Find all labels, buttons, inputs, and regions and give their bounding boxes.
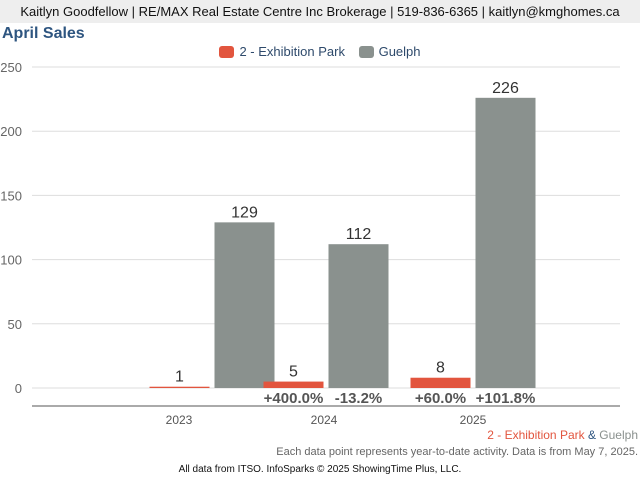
percent-change-label: +101.8% bbox=[476, 390, 536, 407]
x-tick-label: 2025 bbox=[460, 413, 487, 427]
legend-label: Guelph bbox=[378, 44, 421, 59]
legend-swatch-exhibition-park bbox=[219, 45, 235, 58]
comparison-area-2: Guelph bbox=[599, 428, 638, 442]
comparison-amp: & bbox=[584, 428, 600, 442]
legend-swatch-guelph bbox=[358, 45, 374, 58]
y-tick-label: 250 bbox=[0, 60, 22, 75]
bar-chart: 0 50 100 150 200 250 1 129 2023 5 +400.0% 112 -13.2%… bbox=[0, 60, 620, 427]
y-tick-label: 150 bbox=[0, 188, 22, 203]
bar-exhibition-park-2023 bbox=[149, 386, 210, 388]
legend: 2 - Exhibition Park Guelph bbox=[0, 44, 640, 61]
value-label: 129 bbox=[231, 204, 258, 221]
agent-header: Kaitlyn Goodfellow | RE/MAX Real Estate … bbox=[0, 0, 640, 23]
legend-item-guelph[interactable]: Guelph bbox=[358, 44, 421, 59]
legend-item-exhibition-park[interactable]: 2 - Exhibition Park bbox=[219, 44, 345, 59]
footer-credit: All data from ITSO. InfoSparks © 2025 Sh… bbox=[178, 464, 462, 475]
value-label: 8 bbox=[436, 360, 445, 377]
bar-guelph-2023 bbox=[214, 222, 275, 388]
bar-guelph-2024 bbox=[328, 244, 389, 388]
percent-change-label: +400.0% bbox=[264, 390, 324, 407]
bar-exhibition-park-2025 bbox=[410, 377, 471, 388]
x-tick-label: 2023 bbox=[166, 413, 193, 427]
value-label: 5 bbox=[289, 364, 298, 381]
comparison-area-1: 2 - Exhibition Park bbox=[487, 428, 585, 442]
legend-label: 2 - Exhibition Park bbox=[239, 44, 345, 59]
bar-guelph-2025 bbox=[475, 97, 536, 388]
data-note: Each data point represents year-to-date … bbox=[276, 446, 638, 458]
y-tick-label: 0 bbox=[15, 381, 22, 396]
percent-change-label: -13.2% bbox=[335, 390, 383, 407]
value-label: 226 bbox=[492, 80, 519, 97]
value-label: 1 bbox=[175, 369, 184, 386]
x-tick-label: 2024 bbox=[311, 413, 338, 427]
chart-title: April Sales bbox=[2, 25, 85, 42]
y-tick-label: 100 bbox=[0, 253, 22, 268]
y-tick-label: 50 bbox=[8, 317, 22, 332]
value-label: 112 bbox=[346, 226, 372, 243]
bar-exhibition-park-2024 bbox=[263, 381, 324, 388]
y-tick-label: 200 bbox=[0, 124, 22, 139]
comparison-label: 2 - Exhibition Park & Guelph bbox=[487, 428, 638, 442]
percent-change-label: +60.0% bbox=[415, 390, 466, 407]
